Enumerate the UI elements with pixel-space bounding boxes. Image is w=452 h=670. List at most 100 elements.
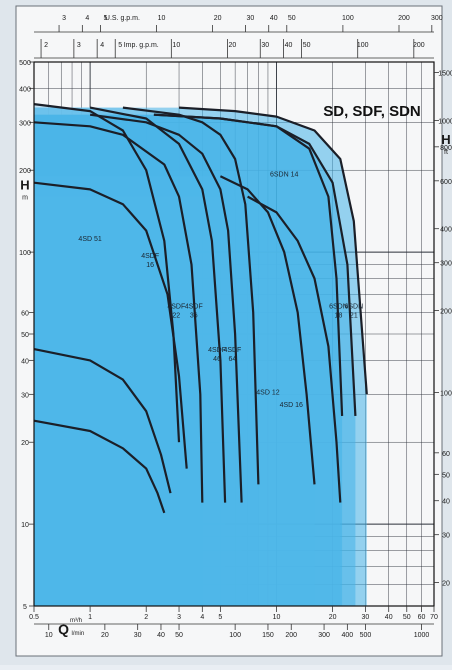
- bottom1-tick-label: 60: [418, 614, 426, 621]
- curve-7: [89, 113, 243, 503]
- top2-tick-label: 4: [100, 42, 104, 49]
- left-tick-label: 300: [19, 120, 31, 127]
- top1-tick-label: 30: [247, 15, 255, 22]
- bottom2-tick-label: 500: [360, 632, 372, 639]
- top2-tick-label: 3: [77, 42, 81, 49]
- curve-3: [33, 181, 188, 469]
- bottom1-tick-label: 3: [177, 614, 181, 621]
- curve-label-1: 4SD 51: [78, 236, 101, 243]
- top1-axis-label: U.S. g.p.m.: [105, 15, 140, 22]
- top1-tick-label: 5: [103, 15, 107, 22]
- curve-label-6: 4SDF 36: [185, 304, 203, 320]
- bottom1-tick-label: 5: [218, 614, 222, 621]
- curve-label-10: 4SD 16: [280, 402, 303, 409]
- top1-tick-label: 20: [214, 15, 222, 22]
- bottom1-tick-label: 1: [88, 614, 92, 621]
- q-axis-letter: Q: [58, 621, 69, 637]
- left-tick-label: 400: [19, 86, 31, 93]
- chart-title: SD, SDF, SDN: [323, 103, 421, 120]
- top2-tick-label: 10: [172, 42, 180, 49]
- bottom2-tick-label: 100: [229, 632, 241, 639]
- left-tick-label: 10: [21, 522, 29, 529]
- left-tick-label: 5: [23, 604, 27, 611]
- curve-6: [89, 106, 227, 503]
- right-tick-label: 30: [442, 533, 450, 540]
- left-tick-label: 200: [19, 168, 31, 175]
- left-tick-label: 60: [21, 310, 29, 317]
- top2-axis-label: Imp. g.p.m.: [124, 42, 159, 49]
- top2-tick-label: 2: [44, 42, 48, 49]
- left-tick-label: 100: [19, 250, 31, 257]
- curve-label-11: 6SDN 18: [329, 304, 348, 320]
- curve-label-9: 4SD 12: [256, 389, 279, 396]
- axes: 3 4 5 10 20 30 40 50 100 200 300 U.S. g.p.m. 2 3 4 5 10 2…: [19, 15, 452, 639]
- left-tick-label: 40: [21, 358, 29, 365]
- bottom1-tick-label: 20: [329, 614, 337, 621]
- curve-label-7: 4SDF 46: [208, 347, 226, 363]
- top2-tick-label: 50: [303, 42, 311, 49]
- right-tick-label: 100: [440, 390, 452, 397]
- bottom2-tick-label: 10: [45, 632, 53, 639]
- bottom1-tick-label: 70: [430, 614, 438, 621]
- top1-tick-label: 3: [62, 15, 66, 22]
- bottom2-tick-label: 300: [318, 632, 330, 639]
- left-tick-label: 20: [21, 440, 29, 447]
- curve-10: [247, 195, 342, 503]
- top1-tick-label: 4: [85, 15, 89, 22]
- right-axis-unit: ft: [444, 149, 448, 156]
- curve-13: [178, 106, 368, 395]
- left-axis-letter: H: [20, 177, 29, 192]
- right-tick-label: 40: [442, 499, 450, 506]
- right-tick-label: 1500: [438, 71, 452, 78]
- curve-label-13: 6SDN 21: [344, 304, 363, 320]
- bottom2-tick-label: 200: [285, 632, 297, 639]
- left-tick-label: 30: [21, 392, 29, 399]
- q-unit-top: m³/h: [70, 618, 82, 624]
- right-axis-letter: H: [441, 132, 450, 147]
- bottom2-tick-label: 150: [262, 632, 274, 639]
- bottom1-tick-label: 30: [362, 614, 370, 621]
- bottom2-tick-label: 50: [175, 632, 183, 639]
- curve-2: [33, 348, 172, 494]
- right-tick-label: 1000: [438, 118, 452, 125]
- bottom1-tick-label: 50: [403, 614, 411, 621]
- top1-tick-label: 200: [398, 15, 410, 22]
- top2-tick-label: 40: [285, 42, 293, 49]
- q-unit-bottom: l/min: [72, 631, 85, 637]
- right-tick-label: 600: [440, 179, 452, 186]
- performance-areas: [34, 104, 367, 607]
- top2-tick-label: 5: [118, 42, 122, 49]
- top1-tick-label: 300: [431, 15, 443, 22]
- curve-label-5: 4SDF 22: [167, 304, 185, 320]
- top1-tick-label: 50: [288, 15, 296, 22]
- bottom1-tick-label: 10: [273, 614, 281, 621]
- bottom2-tick-label: 40: [157, 632, 165, 639]
- top1-tick-label: 10: [158, 15, 166, 22]
- curve-label-12: 6SDN 14: [270, 171, 299, 178]
- curve-12: [153, 113, 357, 416]
- bottom2-tick-label: 30: [134, 632, 142, 639]
- right-tick-label: 300: [440, 261, 452, 268]
- bottom2-tick-label: 1000: [414, 632, 430, 639]
- right-tick-label: 200: [440, 309, 452, 316]
- bottom1-tick-label: 4: [200, 614, 204, 621]
- top1-tick-label: 40: [270, 15, 278, 22]
- right-tick-label: 50: [442, 472, 450, 479]
- right-tick-label: 20: [442, 581, 450, 588]
- right-tick-label: 60: [442, 451, 450, 458]
- top1-tick-label: 100: [342, 15, 354, 22]
- top2-tick-label: 30: [261, 42, 269, 49]
- left-tick-label: 50: [21, 332, 29, 339]
- bottom1-tick-label: 2: [144, 614, 148, 621]
- bottom1-tick-label: 0.5: [29, 614, 39, 621]
- curve-4: [33, 103, 181, 443]
- bottom2-tick-label: 400: [342, 632, 354, 639]
- left-axis-unit: m: [22, 194, 28, 201]
- curve-9: [219, 175, 316, 485]
- bottom1-tick-label: 40: [385, 614, 393, 621]
- right-tick-label: 400: [440, 227, 452, 234]
- right-tick-label: 800: [440, 145, 452, 152]
